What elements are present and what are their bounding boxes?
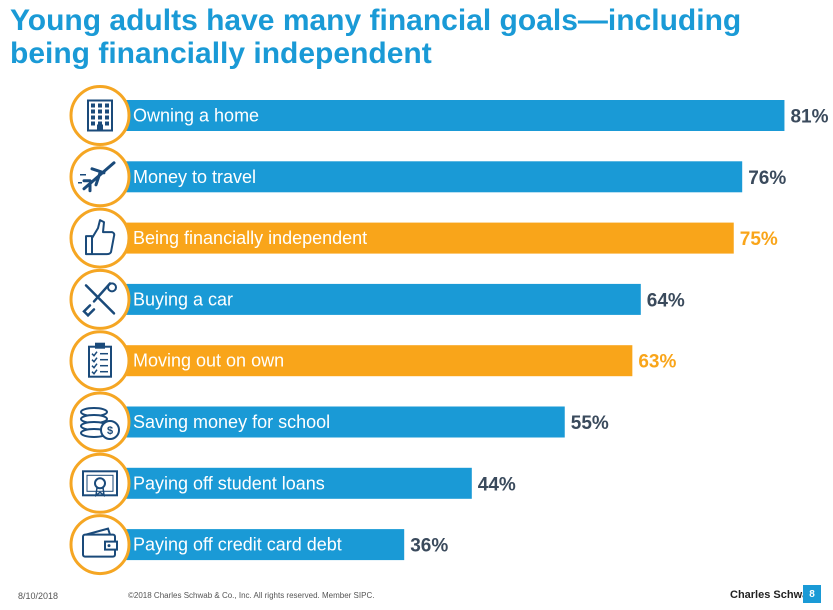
bar-value-label: 44%: [478, 474, 516, 495]
bar-value-label: 63%: [638, 352, 676, 373]
wrench-screwdriver-icon: [69, 268, 131, 330]
page-number-badge: 8: [803, 585, 821, 603]
chart-title: Young adults have many financial goals—i…: [10, 4, 742, 70]
svg-text:$: $: [107, 425, 113, 437]
bar-7: [100, 467, 472, 499]
bar-category-label: Being financially independent: [133, 228, 367, 248]
bar-category-label: Paying off credit card debt: [133, 535, 342, 555]
bar-category-label: Saving money for school: [133, 412, 330, 432]
airplane-icon: [69, 146, 131, 208]
bar-8: [100, 529, 405, 561]
bar-1: [100, 100, 785, 131]
bar-3: [100, 222, 734, 254]
bar-value-label: 81%: [790, 107, 828, 128]
bar-5: [100, 345, 633, 377]
bar-category-label: Owning a home: [133, 106, 259, 126]
coins-dollar-icon: $: [69, 391, 131, 453]
footer-copyright: ©2018 Charles Schwab & Co., Inc. All rig…: [128, 591, 375, 600]
wallet-icon: [69, 514, 131, 576]
thumbs-up-icon: [69, 207, 131, 269]
bar-category-label: Moving out on own: [133, 351, 284, 371]
certificate-icon: [69, 452, 131, 514]
building-icon: [69, 85, 131, 146]
bar-value-label: 75%: [740, 229, 778, 250]
bar-category-label: Paying off student loans: [133, 473, 325, 493]
bar-6: [100, 406, 565, 438]
bar-value-label: 55%: [571, 413, 609, 434]
bar-2: [100, 161, 743, 193]
bar-value-label: 76%: [748, 168, 786, 189]
bar-4: [100, 283, 641, 315]
footer-date: 8/10/2018: [18, 591, 59, 601]
bar-value-label: 36%: [410, 536, 448, 557]
bar-category-label: Buying a car: [133, 289, 233, 309]
clipboard-checklist-icon: [69, 330, 131, 392]
footer-brand: Charles Schwab: [730, 589, 815, 601]
bar-value-label: 64%: [647, 290, 685, 311]
bar-category-label: Money to travel: [133, 167, 256, 187]
